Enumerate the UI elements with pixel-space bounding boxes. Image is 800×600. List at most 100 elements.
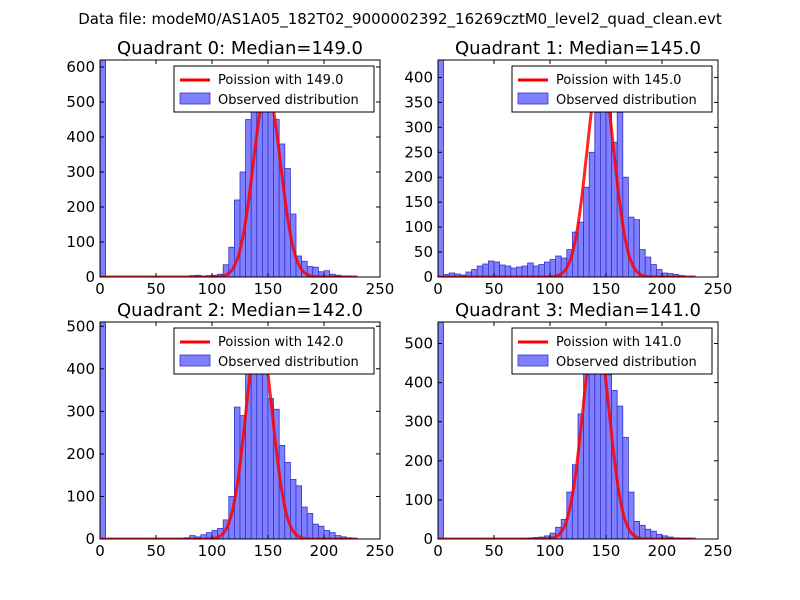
x-tick-label: 200: [310, 542, 339, 560]
y-tick-label: 50: [414, 243, 433, 261]
x-tick-label: 50: [484, 280, 503, 298]
subplot-title: Quadrant 0: Median=149.0: [117, 38, 363, 59]
x-tick-label: 0: [95, 280, 105, 298]
legend-label-observed: Observed distribution: [556, 355, 697, 370]
y-tick-label: 350: [404, 93, 433, 111]
y-tick-label: 500: [404, 335, 433, 353]
x-tick-label: 0: [433, 280, 443, 298]
x-tick-label: 50: [146, 542, 165, 560]
axes-frame: [437, 321, 719, 540]
x-tick-label: 100: [198, 542, 227, 560]
y-tick-label: 400: [66, 128, 95, 146]
histogram-bar: [544, 261, 551, 277]
y-tick-label: 400: [404, 374, 433, 392]
histogram-bar: [312, 523, 319, 539]
legend-label-poisson: Poission with 142.0: [218, 335, 343, 350]
histogram-bar: [438, 60, 444, 277]
subplot-quadrant-2: 0 50 100 150 200 250 0 100 200 300 400 500 Quadrant …: [66, 300, 394, 560]
subplot-title: Quadrant 3: Median=141.0: [455, 300, 701, 321]
x-tick-label: 150: [254, 542, 283, 560]
x-tick-label: 250: [704, 542, 733, 560]
y-tick-label: 200: [66, 445, 95, 463]
x-tick-label: 250: [704, 280, 733, 298]
histogram-bar: [594, 111, 601, 277]
histogram-bar: [628, 491, 635, 539]
subplot-quadrant-3: 0 50 100 150 200 250 0 100 200 300 400 500 Quadrant …: [404, 300, 732, 560]
histogram-bar: [532, 265, 540, 277]
y-tick-label: 200: [404, 168, 433, 186]
x-tick-label: 150: [592, 280, 621, 298]
x-tick-label: 100: [536, 542, 565, 560]
histogram-bar: [588, 151, 596, 277]
histogram-bar: [644, 256, 652, 277]
histogram-bar: [633, 219, 640, 277]
histogram-bar: [295, 485, 302, 539]
legend: Poission with 149.0 Observed distribution: [173, 65, 375, 113]
histogram-bar: [527, 262, 534, 277]
legend-bar-swatch: [179, 354, 211, 367]
histogram-bar: [499, 264, 506, 277]
histogram-bar: [438, 322, 444, 539]
axes-frame: [99, 321, 381, 540]
subplot-title: Quadrant 1: Median=145.0: [455, 38, 701, 59]
x-tick-label: 250: [366, 280, 395, 298]
x-tick-label: 100: [536, 280, 565, 298]
y-tick-label: 100: [404, 491, 433, 509]
legend-bar-swatch: [179, 92, 211, 105]
poisson-curve: [438, 328, 696, 539]
y-tick-label: 300: [404, 118, 433, 136]
y-tick-label: 0: [85, 268, 95, 286]
histogram-bar: [583, 186, 590, 277]
legend-label-observed: Observed distribution: [218, 93, 359, 108]
histogram-bar: [482, 263, 489, 277]
legend-label-poisson: Poission with 141.0: [556, 335, 681, 350]
histogram-bar: [650, 264, 657, 277]
x-tick-label: 200: [310, 280, 339, 298]
histogram-bar: [100, 322, 106, 539]
y-tick-label: 250: [404, 143, 433, 161]
x-tick-label: 0: [433, 542, 443, 560]
plot-area: [438, 60, 696, 277]
x-tick-label: 50: [146, 280, 165, 298]
histogram-bar: [301, 506, 308, 539]
histogram-bar: [577, 221, 584, 277]
y-tick-label: 200: [66, 198, 95, 216]
histogram-bar: [267, 87, 274, 277]
histogram-bar: [549, 259, 556, 277]
y-tick-label: 300: [66, 163, 95, 181]
legend-label-poisson: Poission with 145.0: [556, 73, 681, 88]
y-tick-label: 150: [404, 193, 433, 211]
x-tick-label: 0: [95, 542, 105, 560]
histogram-bar: [622, 436, 629, 539]
subplot-quadrant-0: 0 50 100 150 200 250 0 100 200 300 400 500 600 Quadra…: [66, 38, 394, 298]
legend-label-observed: Observed distribution: [556, 93, 697, 108]
y-tick-label: 0: [423, 268, 433, 286]
histogram-bar: [521, 265, 528, 277]
figure-suptitle: Data file: modeM0/AS1A05_182T02_90000023…: [78, 10, 722, 29]
plot-area: [100, 60, 358, 277]
legend: Poission with 141.0 Observed distribution: [511, 327, 713, 375]
histogram-bar: [493, 261, 500, 277]
y-tick-label: 100: [66, 233, 95, 251]
histogram-bar: [317, 525, 325, 539]
legend-bar-swatch: [517, 92, 549, 105]
histogram-bar: [306, 513, 314, 539]
legend-label-observed: Observed distribution: [218, 355, 359, 370]
legend: Poission with 142.0 Observed distribution: [173, 327, 375, 375]
subplot-title: Quadrant 2: Median=142.0: [117, 300, 363, 321]
plot-area: [100, 322, 358, 539]
histogram-bar: [476, 265, 484, 277]
y-tick-label: 300: [66, 402, 95, 420]
legend-label-poisson: Poission with 149.0: [218, 73, 343, 88]
subplot-grid: 0 50 100 150 200 2500100200300400500600Quadra…: [66, 38, 732, 560]
y-tick-label: 500: [66, 317, 95, 335]
histogram-bar: [616, 405, 624, 539]
y-tick-label: 600: [66, 58, 95, 76]
x-tick-label: 150: [254, 280, 283, 298]
y-tick-label: 400: [404, 68, 433, 86]
histogram-bar: [487, 260, 495, 277]
poisson-curve: [100, 331, 358, 539]
y-tick-label: 300: [404, 413, 433, 431]
legend: Poission with 145.0 Observed distribution: [511, 65, 713, 113]
